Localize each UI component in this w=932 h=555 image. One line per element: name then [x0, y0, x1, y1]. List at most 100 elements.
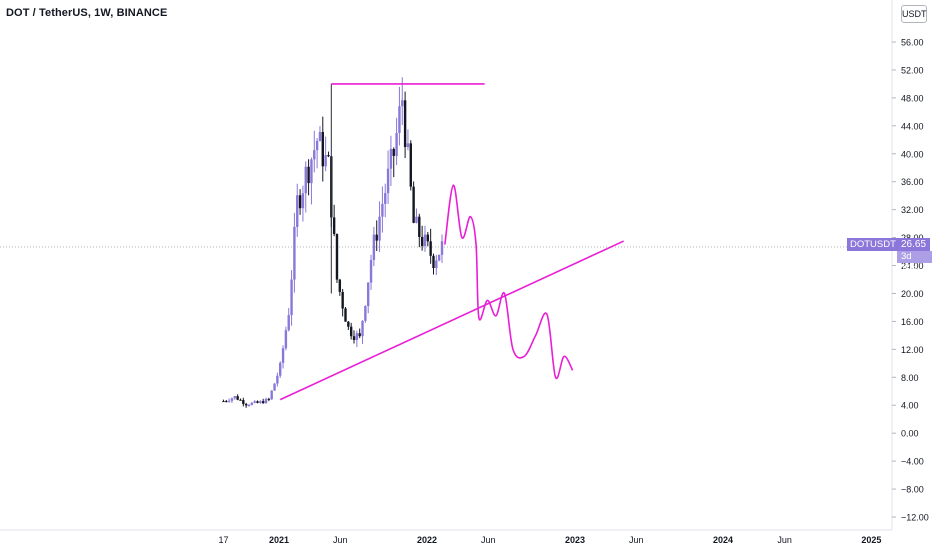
candle-body [420, 236, 424, 247]
candle-body [247, 404, 251, 406]
candle-body [315, 140, 319, 151]
candle-body [225, 401, 228, 403]
candle-body [418, 216, 421, 237]
candle-body [276, 375, 279, 384]
y-tick-label: −4.00 [901, 457, 924, 467]
candle-body [244, 403, 248, 406]
x-tick-label: 17 [218, 535, 228, 545]
y-tick-label: 20.00 [901, 289, 924, 299]
candle-body [267, 398, 271, 400]
candle-body [332, 217, 336, 235]
candle-body [423, 234, 427, 247]
x-tick-label: 2021 [269, 535, 289, 545]
y-tick-label: −8.00 [901, 485, 924, 495]
candle-body [364, 306, 367, 321]
candle-body [341, 291, 344, 309]
y-tick-label: 32.00 [901, 205, 924, 215]
axis-layer: 56.0052.0048.0044.0040.0036.0032.0028.00… [0, 0, 929, 545]
x-tick-label: 2024 [713, 535, 733, 545]
y-tick-label: 56.00 [901, 38, 924, 48]
annotation-layer [279, 83, 624, 401]
candle-body [437, 254, 441, 261]
candle-body [261, 401, 265, 404]
x-tick-label: Jun [481, 535, 496, 545]
candle-body [222, 401, 225, 403]
candle-body [239, 399, 242, 401]
candle-body [367, 282, 370, 307]
x-tick-label: 2022 [417, 535, 437, 545]
y-tick-label: 24.00 [901, 261, 924, 271]
candle-body [290, 279, 293, 316]
y-tick-label: 40.00 [901, 149, 924, 159]
x-tick-label: Jun [629, 535, 644, 545]
candle-body [389, 148, 393, 169]
candle-body [281, 348, 285, 363]
candle-body [415, 216, 418, 223]
y-tick-label: 4.00 [901, 401, 919, 411]
candle-body [378, 216, 381, 241]
candle-body [381, 203, 384, 217]
y-tick-label: 48.00 [901, 93, 924, 103]
candle-body [435, 260, 438, 268]
candle-body [321, 132, 324, 167]
candle-body [398, 106, 401, 134]
y-tick-label: 8.00 [901, 373, 919, 383]
candle-body [369, 259, 373, 283]
x-tick-label: 2023 [565, 535, 585, 545]
candle-body [392, 148, 395, 156]
candle-body [270, 390, 273, 400]
candle-body [259, 401, 262, 403]
candle-body [304, 166, 307, 194]
candle-body [349, 326, 353, 337]
last-price-label: 26.65 [897, 238, 931, 251]
candle-body [273, 383, 276, 391]
candle-body [301, 193, 305, 209]
candle-body [296, 195, 299, 227]
candle-body [358, 333, 361, 337]
candle-body [352, 336, 356, 340]
y-tick-label: 12.00 [901, 345, 924, 355]
trendline [279, 240, 624, 401]
candle-body [242, 400, 245, 404]
candle-body [324, 155, 327, 167]
x-tick-label: Jun [777, 535, 792, 545]
candle-body [395, 133, 398, 156]
y-tick-label: 52.00 [901, 65, 924, 75]
y-tick-label: 0.00 [901, 429, 919, 439]
currency-button[interactable]: USDT [901, 5, 927, 23]
candle-body [256, 401, 259, 403]
candle-body [287, 315, 290, 331]
candle-body [253, 401, 256, 403]
candle-body [298, 195, 302, 209]
candle-body [412, 186, 415, 223]
symbol-price-tag: DOTUSDT [847, 238, 899, 251]
projection-path [444, 184, 574, 380]
candle-body [361, 320, 364, 337]
x-tick-label: Jun [333, 535, 348, 545]
candle-body [426, 234, 430, 242]
candle-body [230, 398, 234, 401]
candle-body [293, 226, 296, 280]
candle-body [409, 143, 412, 187]
candle-body [264, 398, 268, 404]
candle-body [284, 330, 288, 349]
candle-body [335, 234, 339, 280]
candle-body [432, 255, 435, 268]
candle-body [375, 234, 378, 241]
candle-body [344, 308, 347, 322]
candle-body [347, 321, 350, 327]
candle-body [401, 100, 404, 107]
candle-body [403, 100, 407, 148]
candle-body [384, 193, 387, 204]
candle-body [386, 168, 390, 194]
y-tick-label: 16.00 [901, 317, 924, 327]
candle-body [355, 333, 359, 340]
candle-body [233, 396, 237, 399]
bar-countdown-label: 3d 19h [897, 251, 932, 274]
candle-body [338, 279, 342, 292]
y-tick-label: 44.00 [901, 121, 924, 131]
x-tick-label: 2025 [861, 535, 881, 545]
candle-body [307, 166, 310, 184]
